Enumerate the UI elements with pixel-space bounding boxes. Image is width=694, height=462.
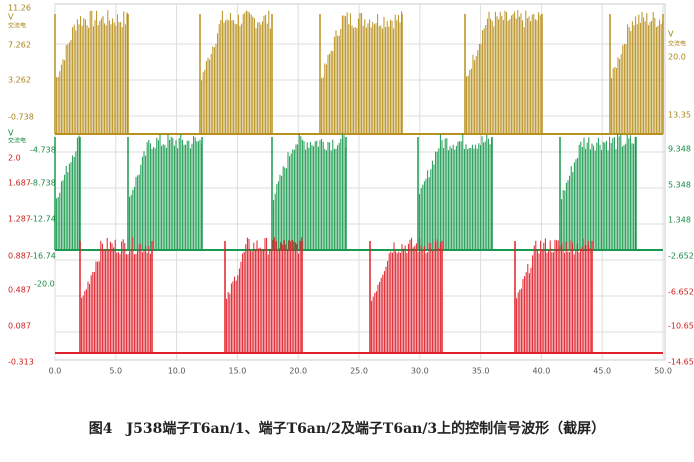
- left-name: 交流电: [8, 22, 26, 30]
- waveform-edge: [54, 14, 129, 134]
- right-label: 9.348: [668, 145, 691, 154]
- x-label: 10.0: [168, 367, 186, 376]
- left-label: -12.74: [30, 215, 56, 224]
- left-label: 0.087: [8, 322, 31, 331]
- right-label: -14.65: [668, 358, 694, 367]
- waveform-edge: [224, 241, 303, 353]
- scope-screenshot: 11.26 V 交流电 7.262 3.262 -0.738 V 交流电 -4.…: [8, 3, 694, 376]
- x-label: 35.0: [472, 367, 490, 376]
- left-unit: V: [8, 129, 14, 138]
- left-label: -16.74: [30, 252, 56, 261]
- right-unit: V: [668, 30, 674, 39]
- x-label: 45.0: [593, 367, 611, 376]
- right-label: 13.35: [668, 111, 691, 120]
- waveform-edge: [417, 137, 493, 250]
- x-label: 15.0: [228, 367, 246, 376]
- waveform-edge: [79, 241, 153, 353]
- waveform-edge: [559, 137, 637, 250]
- left-label: 2.0: [8, 154, 21, 163]
- waveform-edge: [271, 137, 347, 250]
- waveform-edge: [199, 14, 273, 134]
- left-label: 1.687: [8, 179, 31, 188]
- left-label: 3.262: [8, 76, 31, 85]
- waveform-edge: [54, 137, 81, 250]
- left-label: -8.738: [30, 179, 56, 188]
- right-label: 5.348: [668, 181, 691, 190]
- waveform-edge: [127, 137, 203, 250]
- right-label: -2.652: [668, 252, 694, 261]
- right-label: -6.652: [668, 288, 694, 297]
- waveform-edge: [464, 14, 543, 134]
- x-label: 20.0: [289, 367, 307, 376]
- left-label: -20.0: [34, 280, 55, 289]
- x-label: 40.0: [532, 367, 550, 376]
- left-label: -0.313: [8, 358, 34, 367]
- right-label: 1.348: [668, 216, 691, 225]
- waveform-edge: [609, 14, 664, 134]
- waveform-edge: [514, 241, 593, 353]
- x-label: 30.0: [411, 367, 429, 376]
- left-unit: V: [8, 13, 14, 22]
- waveform-edge: [369, 241, 443, 353]
- left-label: 11.26: [8, 4, 31, 13]
- left-label: 0.887: [8, 252, 31, 261]
- left-name: 交流电: [8, 137, 26, 145]
- waveform-edge: [319, 14, 403, 134]
- left-label: 7.262: [8, 41, 31, 50]
- figure-caption: 图4 J538端子T6an/1、端子T6an/2及端子T6an/3上的控制信号波…: [88, 421, 606, 437]
- left-label: -0.738: [8, 113, 34, 122]
- x-label: 50.0: [654, 367, 672, 376]
- right-name: 交流电: [668, 40, 686, 48]
- x-label: 0.0: [49, 367, 62, 376]
- x-label: 5.0: [109, 367, 122, 376]
- left-label: -4.738: [30, 146, 56, 155]
- left-label: 1.287: [8, 215, 31, 224]
- right-label: 20.0: [668, 53, 686, 62]
- right-label: -10.65: [668, 322, 694, 331]
- x-label: 25.0: [350, 367, 368, 376]
- left-label: 0.487: [8, 286, 31, 295]
